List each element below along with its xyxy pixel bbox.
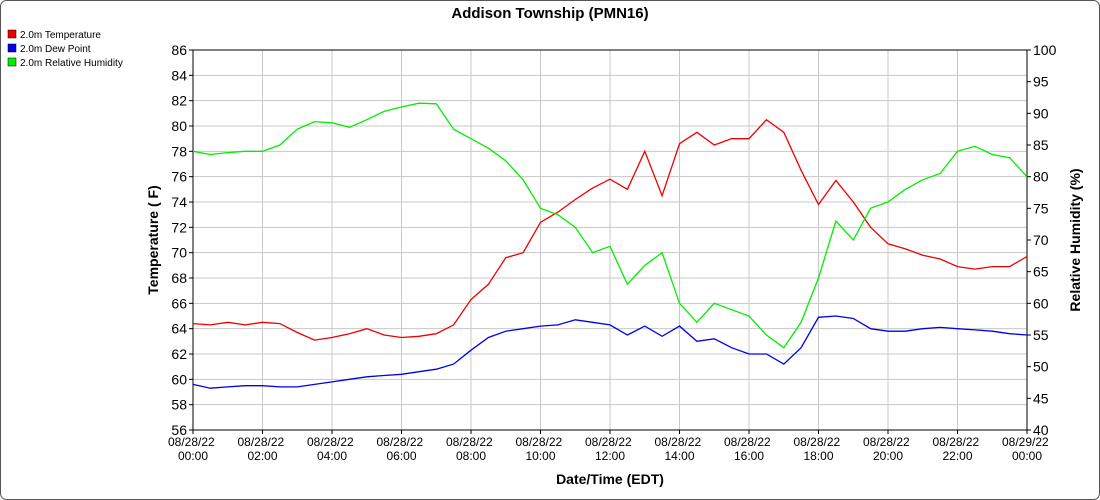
x-tick-time: 06:00: [386, 449, 416, 463]
y2-tick-label: 65: [1033, 264, 1049, 280]
x-tick-time: 16:00: [734, 449, 764, 463]
y-tick-label: 78: [171, 143, 187, 159]
legend-label: 2.0m Dew Point: [20, 44, 91, 55]
y-tick-label: 70: [171, 245, 187, 261]
y2-tick-label: 80: [1033, 169, 1049, 185]
x-tick-date: 08/28/22: [237, 435, 287, 449]
x-tick-date: 08/28/22: [376, 435, 426, 449]
x-tick-label: 08/28/22 22:00: [932, 435, 982, 463]
y2-tick-label: 60: [1033, 295, 1049, 311]
y-tick-label: 68: [171, 270, 187, 286]
y-tick-label: 64: [171, 321, 187, 337]
legend-label: 2.0m Temperature: [20, 30, 101, 41]
y-tick-label: 56: [171, 422, 187, 438]
y2-tick-label: 100: [1033, 42, 1057, 58]
x-tick-label: 08/28/22 08:00: [446, 435, 496, 463]
y2-tick-label: 75: [1033, 200, 1049, 216]
x-tick-time: 22:00: [942, 449, 972, 463]
x-tick-time: 10:00: [525, 449, 555, 463]
y-axis-label: Temperature ( F): [145, 185, 161, 294]
series-line: [192, 315, 1028, 389]
y-tick-label: 80: [171, 118, 187, 134]
x-tick-date: 08/28/22: [654, 435, 704, 449]
x-tick-time: 12:00: [595, 449, 625, 463]
plot-area: [192, 49, 1028, 431]
series-line: [192, 118, 1028, 341]
y-tick-label: 86: [171, 42, 187, 58]
legend-swatch: [7, 43, 17, 53]
y-tick-label: 76: [171, 169, 187, 185]
y-tick-label: 74: [171, 194, 187, 210]
x-tick-label: 08/28/22 18:00: [793, 435, 843, 463]
y-tick-label: 72: [171, 219, 187, 235]
y2-tick-label: 40: [1033, 422, 1049, 438]
x-tick-date: 08/28/22: [724, 435, 774, 449]
x-tick-date: 08/28/22: [793, 435, 843, 449]
y2-tick-label: 55: [1033, 327, 1049, 343]
y2-tick-label: 95: [1033, 74, 1049, 90]
y2-tick-label: 70: [1033, 232, 1049, 248]
y2-tick-label: 45: [1033, 390, 1049, 406]
y2-tick-label: 90: [1033, 105, 1049, 121]
y-tick-label: 66: [171, 295, 187, 311]
x-tick-time: 00:00: [178, 449, 208, 463]
x-tick-date: 08/28/22: [585, 435, 635, 449]
x-tick-date: 08/28/22: [168, 435, 218, 449]
chart-title: Addison Township (PMN16): [451, 5, 648, 22]
x-tick-date: 08/28/22: [446, 435, 496, 449]
x-tick-time: 18:00: [803, 449, 833, 463]
x-tick-date: 08/28/22: [307, 435, 357, 449]
x-tick-time: 08:00: [456, 449, 486, 463]
x-tick-time: 04:00: [317, 449, 347, 463]
legend-swatch: [7, 29, 17, 39]
x-tick-label: 08/28/22 12:00: [585, 435, 635, 463]
x-tick-label: 08/28/22 06:00: [376, 435, 426, 463]
x-tick-label: 08/28/22 16:00: [724, 435, 774, 463]
x-tick-label: 08/28/22 02:00: [237, 435, 287, 463]
y2-axis-label: Relative Humidity (%): [1067, 168, 1083, 311]
x-tick-label: 08/28/22 20:00: [863, 435, 913, 463]
legend-swatch: [7, 57, 17, 67]
y-tick-label: 62: [171, 346, 187, 362]
x-tick-date: 08/28/22: [863, 435, 913, 449]
y-tick-label: 84: [171, 67, 187, 83]
x-tick-label: 08/28/22 04:00: [307, 435, 357, 463]
y2-tick-label: 50: [1033, 359, 1049, 375]
x-tick-date: 08/28/22: [932, 435, 982, 449]
y2-tick-label: 85: [1033, 137, 1049, 153]
y-tick-label: 60: [171, 371, 187, 387]
x-tick-label: 08/28/22 00:00: [168, 435, 218, 463]
x-tick-label: 08/29/22 00:00: [1002, 435, 1052, 463]
x-tick-time: 14:00: [664, 449, 694, 463]
x-tick-time: 00:00: [1012, 449, 1042, 463]
x-tick-time: 20:00: [873, 449, 903, 463]
series-line: [192, 102, 1028, 349]
x-tick-label: 08/28/22 10:00: [515, 435, 565, 463]
legend-label: 2.0m Relative Humidity: [20, 58, 123, 69]
y-tick-label: 82: [171, 93, 187, 109]
y-tick-label: 58: [171, 397, 187, 413]
x-axis-label: Date/Time (EDT): [556, 471, 664, 487]
x-tick-time: 02:00: [247, 449, 277, 463]
x-tick-date: 08/29/22: [1002, 435, 1052, 449]
x-tick-label: 08/28/22 14:00: [654, 435, 704, 463]
x-tick-date: 08/28/22: [515, 435, 565, 449]
